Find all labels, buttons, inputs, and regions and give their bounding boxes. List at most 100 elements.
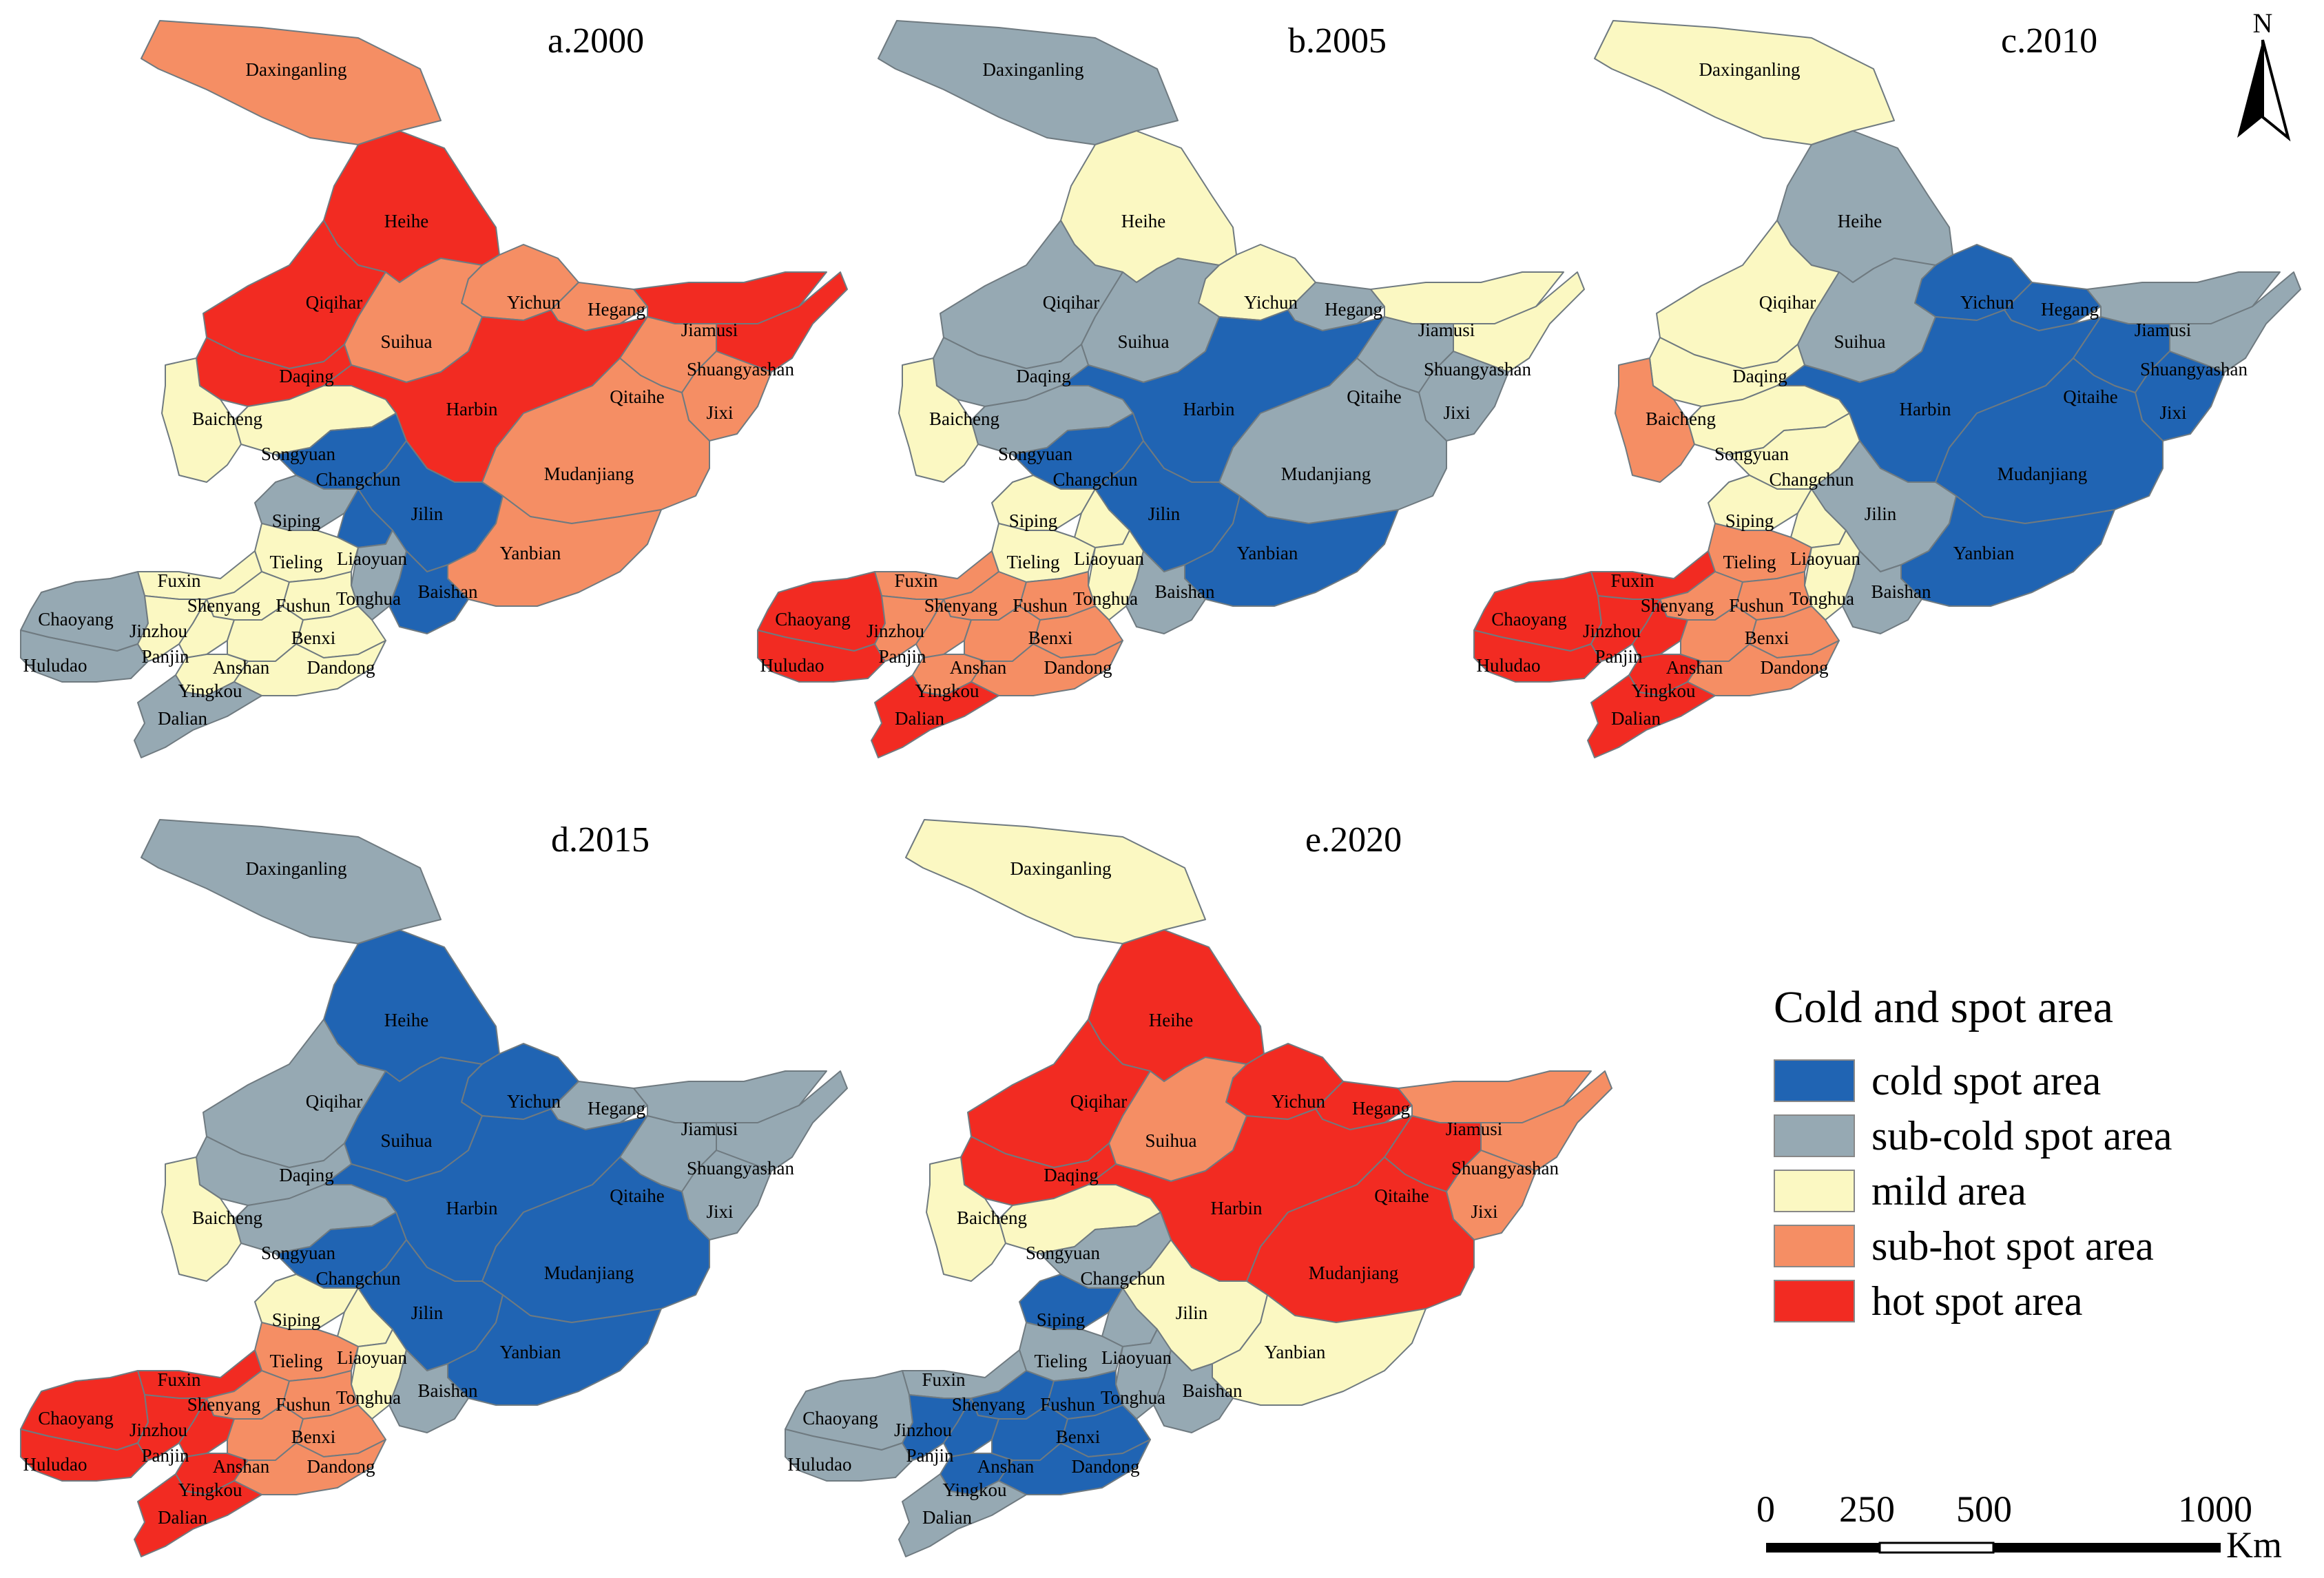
region-baicheng-b xyxy=(898,357,979,483)
map-panel-c: Daxinganling Heihe Qiqihar Yichun Hegang Jiam… xyxy=(1473,20,2301,758)
city-label-qiqihar-c: Qiqihar xyxy=(1759,292,1816,313)
city-label-shuangyashan-c: Shuangyashan xyxy=(2140,359,2248,380)
city-label-daxinganling-b: Daxinganling xyxy=(983,59,1084,80)
city-label-shenyang-c: Shenyang xyxy=(1641,595,1714,616)
north-arrow-icon xyxy=(2237,39,2291,142)
city-label-changchun-c: Changchun xyxy=(1770,469,1854,490)
city-label-panjin-d: Panjin xyxy=(141,1445,189,1466)
city-label-heihe-b: Heihe xyxy=(1121,211,1165,231)
panel-title-a: a.2000 xyxy=(548,21,645,61)
city-label-dandong-b: Dandong xyxy=(1044,657,1112,678)
city-label-tieling-e: Tieling xyxy=(1034,1351,1087,1371)
city-label-chaoyang-a: Chaoyang xyxy=(38,609,113,630)
region-dalian-d xyxy=(134,1473,262,1557)
city-label-dalian-a: Dalian xyxy=(158,708,207,729)
city-label-hegang-c: Hegang xyxy=(2041,299,2099,320)
city-label-chaoyang-b: Chaoyang xyxy=(775,609,850,630)
legend: Cold and spot area cold spot area sub-col… xyxy=(1774,982,2283,1329)
legend-item-subcold: sub-cold spot area xyxy=(1774,1108,2283,1163)
region-dalian-b xyxy=(871,674,999,758)
scale-tick-250: 250 xyxy=(1839,1488,1895,1530)
city-label-fuxin-a: Fuxin xyxy=(157,570,201,591)
city-label-mudanjiang-c: Mudanjiang xyxy=(1998,464,2087,484)
city-label-songyuan-a: Songyuan xyxy=(261,444,336,464)
city-label-jixi-c: Jixi xyxy=(2159,402,2186,423)
legend-item-hot: hot spot area xyxy=(1774,1274,2283,1329)
region-baishan-b xyxy=(1125,550,1206,634)
city-label-fuxin-e: Fuxin xyxy=(922,1369,966,1390)
city-label-tonghua-b: Tonghua xyxy=(1073,588,1138,609)
legend-swatch-subhot xyxy=(1774,1225,1855,1267)
city-label-tonghua-c: Tonghua xyxy=(1789,588,1854,609)
city-label-shuangyashan-b: Shuangyashan xyxy=(1424,359,1531,380)
city-label-yichun-d: Yichun xyxy=(507,1091,561,1112)
region-dalian-e xyxy=(898,1473,1027,1557)
region-daxinganling-b xyxy=(878,20,1179,145)
city-label-qitaihe-c: Qitaihe xyxy=(2063,386,2117,407)
legend-item-cold: cold spot area xyxy=(1774,1053,2283,1108)
map-panel-b: Daxinganling Heihe Qiqihar Yichun Hegang Jiam… xyxy=(757,20,1585,758)
city-label-yingkou-e: Yingkou xyxy=(942,1480,1007,1500)
city-label-benxi-d: Benxi xyxy=(291,1426,336,1447)
city-label-suihua-c: Suihua xyxy=(1834,331,1885,352)
city-label-siping-d: Siping xyxy=(272,1309,321,1330)
city-label-fushun-e: Fushun xyxy=(1040,1394,1095,1415)
city-label-jixi-a: Jixi xyxy=(706,402,733,423)
city-label-dalian-c: Dalian xyxy=(1611,708,1661,729)
city-label-shenyang-d: Shenyang xyxy=(187,1394,260,1415)
city-label-liaoyuan-c: Liaoyuan xyxy=(1790,548,1860,569)
panel-title-d: d.2015 xyxy=(551,820,650,860)
city-label-yichun-a: Yichun xyxy=(507,292,561,313)
region-daxinganling-c xyxy=(1594,20,1895,145)
city-label-chaoyang-c: Chaoyang xyxy=(1491,609,1566,630)
city-label-songyuan-e: Songyuan xyxy=(1026,1243,1101,1263)
city-label-songyuan-c: Songyuan xyxy=(1714,444,1789,464)
city-label-anshan-c: Anshan xyxy=(1666,657,1723,678)
city-label-huludao-e: Huludao xyxy=(788,1454,852,1475)
legend-label-mild: mild area xyxy=(1871,1167,2026,1214)
city-label-fuxin-d: Fuxin xyxy=(157,1369,201,1390)
city-label-hegang-e: Hegang xyxy=(1352,1098,1410,1119)
city-label-siping-a: Siping xyxy=(272,510,321,531)
city-label-changchun-e: Changchun xyxy=(1081,1268,1165,1289)
region-jinzhou-a xyxy=(137,595,207,662)
city-label-heihe-d: Heihe xyxy=(384,1010,428,1030)
city-label-liaoyuan-b: Liaoyuan xyxy=(1074,548,1144,569)
city-label-yingkou-b: Yingkou xyxy=(915,681,979,701)
city-label-yanbian-b: Yanbian xyxy=(1237,543,1298,563)
city-label-tonghua-d: Tonghua xyxy=(336,1387,401,1408)
city-label-daqing-a: Daqing xyxy=(279,366,333,386)
city-label-harbin-d: Harbin xyxy=(446,1198,498,1218)
region-daxinganling-e xyxy=(905,819,1206,944)
city-label-liaoyuan-a: Liaoyuan xyxy=(337,548,407,569)
legend-swatch-mild xyxy=(1774,1170,1855,1212)
city-label-jinzhou-d: Jinzhou xyxy=(129,1420,187,1440)
city-label-liaoyuan-e: Liaoyuan xyxy=(1101,1347,1172,1368)
city-label-dandong-c: Dandong xyxy=(1761,657,1829,678)
region-daxinganling-a xyxy=(141,20,442,145)
legend-title: Cold and spot area xyxy=(1774,982,2114,1032)
city-label-dandong-d: Dandong xyxy=(307,1456,375,1477)
city-label-fushun-d: Fushun xyxy=(276,1394,331,1415)
region-huludao-a xyxy=(20,630,149,683)
city-label-baishan-c: Baishan xyxy=(1871,581,1931,602)
scale-bar: 0 250 500 1000 Km xyxy=(1756,1488,2282,1570)
region-yanbian-b xyxy=(1184,495,1399,607)
legend-swatch-cold xyxy=(1774,1059,1855,1102)
region-jinzhou-e xyxy=(902,1394,972,1461)
city-label-chaoyang-e: Chaoyang xyxy=(802,1408,878,1429)
city-label-panjin-b: Panjin xyxy=(878,646,926,667)
region-baicheng-a xyxy=(161,357,242,483)
scale-tick-1000: 1000 xyxy=(2178,1488,2252,1530)
city-label-changchun-b: Changchun xyxy=(1053,469,1138,490)
city-label-shuangyashan-d: Shuangyashan xyxy=(687,1158,794,1179)
city-label-jixi-e: Jixi xyxy=(1471,1201,1497,1222)
city-label-hegang-b: Hegang xyxy=(1325,299,1382,320)
city-label-tieling-c: Tieling xyxy=(1723,552,1776,572)
region-baicheng-c xyxy=(1615,357,1695,483)
city-label-huludao-c: Huludao xyxy=(1477,655,1541,676)
legend-item-mild: mild area xyxy=(1774,1163,2283,1218)
region-dalian-c xyxy=(1587,674,1716,758)
city-label-qitaihe-d: Qitaihe xyxy=(610,1185,664,1206)
